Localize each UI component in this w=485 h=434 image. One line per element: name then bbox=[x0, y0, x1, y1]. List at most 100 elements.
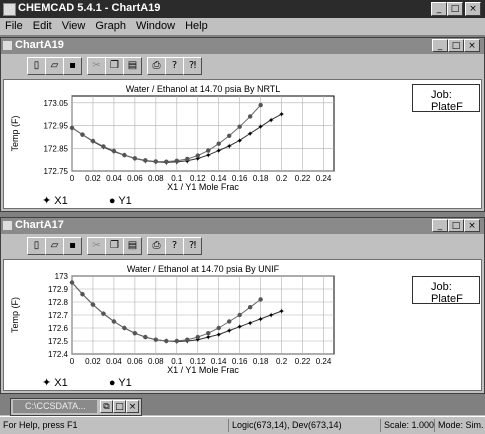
data-point-y1 bbox=[185, 156, 190, 162]
x-tick-label: 0.08 bbox=[148, 357, 164, 366]
print-icon[interactable]: ⎙ bbox=[147, 237, 166, 255]
menu-file[interactable]: File bbox=[5, 20, 23, 32]
legend-star-icon: ✦ bbox=[42, 195, 52, 207]
data-point-y1 bbox=[101, 311, 106, 316]
data-point-x1: ✦ bbox=[268, 311, 275, 320]
x-tick-label: 0.14 bbox=[211, 357, 227, 366]
minimize-button[interactable]: _ bbox=[431, 2, 447, 16]
data-point-x1: ✦ bbox=[226, 142, 233, 151]
data-point-x1: ✦ bbox=[215, 331, 222, 340]
child-close-button[interactable]: × bbox=[464, 219, 480, 232]
chart-window-title-bar: ChartA19 _ □ × bbox=[1, 38, 484, 54]
paste-icon[interactable]: ▤ bbox=[123, 57, 142, 75]
y-axis-label: Temp (F) bbox=[10, 115, 20, 151]
data-point-y1 bbox=[122, 152, 127, 158]
child-maximize-button[interactable]: □ bbox=[448, 219, 464, 232]
y-tick-label: 172.8 bbox=[48, 298, 69, 307]
x-tick-label: 0.2 bbox=[276, 357, 288, 366]
data-point-y1 bbox=[258, 297, 263, 302]
legend-dot-icon: ● bbox=[108, 377, 116, 389]
maximize-icon[interactable]: □ bbox=[113, 400, 126, 413]
job-value: PlateF bbox=[431, 293, 463, 304]
help-icon[interactable]: ? bbox=[165, 57, 184, 75]
child-close-button[interactable]: × bbox=[464, 39, 480, 52]
chart-window-icon bbox=[3, 41, 12, 50]
data-point-x1: ✦ bbox=[226, 327, 233, 336]
x-tick-label: 0.04 bbox=[106, 174, 122, 183]
data-point-y1 bbox=[185, 337, 190, 342]
maximize-button[interactable]: □ bbox=[447, 2, 463, 16]
data-point-y1 bbox=[143, 158, 148, 163]
data-point-y1 bbox=[247, 305, 253, 310]
save-icon[interactable]: ▪ bbox=[63, 237, 82, 255]
chart-toolbar: ▯ ▱ ▪ ✂ ❐ ▤ ⎙ ? ⁈ bbox=[1, 54, 484, 78]
data-point-y1 bbox=[206, 331, 211, 336]
context-help-icon[interactable]: ⁈ bbox=[183, 237, 202, 255]
status-bar: For Help, press F1 Logic(673,14), Dev(67… bbox=[0, 416, 485, 434]
menu-view[interactable]: View bbox=[61, 20, 86, 32]
data-point-x1: ✦ bbox=[205, 151, 212, 160]
job-value: PlateF bbox=[431, 101, 463, 112]
x-tick-label: 0.16 bbox=[232, 357, 248, 366]
data-point-x1: ✦ bbox=[278, 110, 285, 119]
job-label: Job: bbox=[431, 281, 452, 293]
data-point-x1: ✦ bbox=[257, 123, 264, 132]
y-tick-label: 172.7 bbox=[48, 311, 69, 320]
help-icon[interactable]: ? bbox=[165, 237, 184, 255]
open-icon[interactable]: ▱ bbox=[45, 237, 64, 255]
data-point-y1 bbox=[164, 338, 169, 344]
data-point-x1: ✦ bbox=[278, 307, 285, 316]
y-tick-label: 172.95 bbox=[44, 122, 69, 131]
child-minimize-button[interactable]: _ bbox=[432, 219, 448, 232]
save-icon[interactable]: ▪ bbox=[63, 57, 82, 75]
x-tick-label: 0.04 bbox=[106, 357, 122, 366]
y-tick-label: 173.05 bbox=[44, 99, 69, 108]
menu-help[interactable]: Help bbox=[185, 20, 208, 32]
y-tick-label: 172.5 bbox=[48, 337, 69, 346]
restore-icon[interactable]: ⧉ bbox=[100, 400, 113, 413]
x-tick-label: 0.2 bbox=[276, 174, 288, 183]
menu-edit[interactable]: Edit bbox=[32, 20, 52, 32]
y-tick-label: 172.75 bbox=[44, 167, 69, 176]
child-minimize-button[interactable]: _ bbox=[432, 39, 448, 52]
menu-window[interactable]: Window bbox=[135, 20, 176, 32]
new-icon[interactable]: ▯ bbox=[27, 57, 46, 75]
data-point-y1 bbox=[101, 144, 106, 149]
close-button[interactable]: × bbox=[465, 2, 481, 16]
cut-icon[interactable]: ✂ bbox=[87, 57, 106, 75]
data-point-x1: ✦ bbox=[236, 136, 243, 145]
copy-icon[interactable]: ❐ bbox=[105, 237, 124, 255]
chart-panel: Water / Ethanol at 14.70 psia By UNIF 0 0.… bbox=[3, 259, 482, 391]
chart-window-a17: ChartA17 _ □ × ▯ ▱ ▪ ✂ ❐ ▤ ⎙ ? ⁈ Water /… bbox=[0, 217, 485, 394]
menu-bar: File Edit View Graph Window Help bbox=[0, 18, 485, 35]
data-point-x1: ✦ bbox=[257, 315, 264, 324]
cut-icon[interactable]: ✂ bbox=[87, 237, 106, 255]
job-label: Job: bbox=[431, 89, 452, 101]
vle-chart-unif: Water / Ethanol at 14.70 psia By UNIF 0 0.… bbox=[10, 264, 335, 375]
x-tick-label: 0.1 bbox=[171, 357, 183, 366]
x-tick-label: 0.22 bbox=[295, 357, 311, 366]
data-point-x1: ✦ bbox=[268, 116, 275, 125]
minimized-window-ccsdata[interactable]: C:\CCSDATA... ⧉ □ × bbox=[10, 398, 142, 416]
paste-icon[interactable]: ▤ bbox=[123, 237, 142, 255]
new-icon[interactable]: ▯ bbox=[27, 237, 46, 255]
chart-window-a19: ChartA19 _ □ × ▯ ▱ ▪ ✂ ❐ ▤ ⎙ ? ⁈ Water /… bbox=[0, 37, 485, 212]
data-point-y1 bbox=[227, 319, 232, 324]
data-point-y1 bbox=[216, 141, 221, 146]
data-point-y1 bbox=[132, 156, 138, 161]
close-icon[interactable]: × bbox=[126, 400, 139, 413]
print-icon[interactable]: ⎙ bbox=[147, 57, 166, 75]
menu-graph[interactable]: Graph bbox=[95, 20, 126, 32]
copy-icon[interactable]: ❐ bbox=[105, 57, 124, 75]
data-point-y1 bbox=[90, 138, 96, 144]
y-tick-label: 172.4 bbox=[48, 350, 69, 359]
x-axis-label: X1 / Y1 Mole Frac bbox=[167, 182, 239, 192]
data-point-x1: ✦ bbox=[194, 336, 201, 345]
child-maximize-button[interactable]: □ bbox=[448, 39, 464, 52]
context-help-icon[interactable]: ⁈ bbox=[183, 57, 202, 75]
open-icon[interactable]: ▱ bbox=[45, 57, 64, 75]
data-point-y1 bbox=[206, 148, 211, 153]
x-tick-label: 0.14 bbox=[211, 174, 227, 183]
x-axis-label: X1 / Y1 Mole Frac bbox=[167, 365, 239, 375]
legend-star-icon: ✦ bbox=[42, 377, 52, 389]
